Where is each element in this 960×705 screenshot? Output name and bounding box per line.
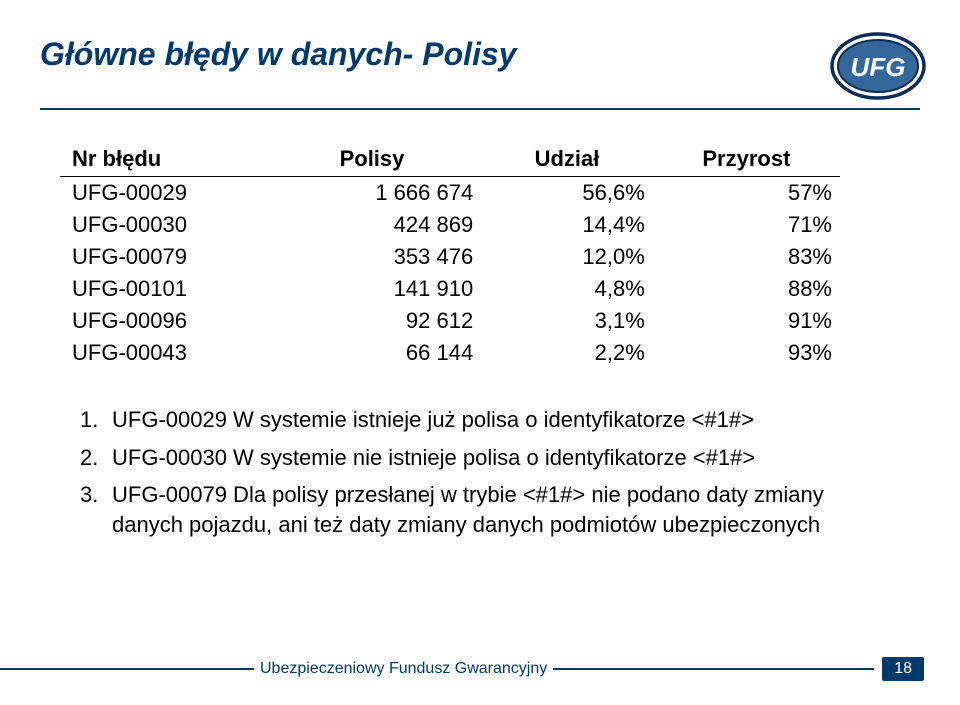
cell: 3,1% <box>481 305 653 337</box>
error-descriptions-list: 1. UFG-00029 W systemie istnieje już pol… <box>80 405 900 540</box>
slide-footer: Ubezpieczeniowy Fundusz Gwarancyjny 18 <box>0 657 960 681</box>
cell: UFG-00079 <box>60 241 263 273</box>
list-item: 3. UFG-00079 Dla polisy przesłanej w try… <box>80 480 900 539</box>
list-text: UFG-00029 W systemie istnieje już polisa… <box>112 405 900 435</box>
cell: 88% <box>653 273 840 305</box>
header-divider <box>40 108 920 110</box>
cell: 12,0% <box>481 241 653 273</box>
page-number: 18 <box>882 657 924 681</box>
cell: UFG-00101 <box>60 273 263 305</box>
cell: UFG-00043 <box>60 337 263 369</box>
cell: UFG-00096 <box>60 305 263 337</box>
list-text: UFG-00079 Dla polisy przesłanej w trybie… <box>112 480 900 539</box>
cell: UFG-00029 <box>60 177 263 210</box>
list-item: 2. UFG-00030 W systemie nie istnieje pol… <box>80 443 900 473</box>
list-number: 1. <box>80 405 112 435</box>
cell: UFG-00030 <box>60 209 263 241</box>
table-header-row: Nr błędu Polisy Udział Przyrost <box>60 142 840 177</box>
cell: 56,6% <box>481 177 653 210</box>
cell: 71% <box>653 209 840 241</box>
cell: 66 144 <box>263 337 481 369</box>
slide-title: Główne błędy w danych- Polisy <box>40 36 517 73</box>
list-text: UFG-00030 W systemie nie istnieje polisa… <box>112 443 900 473</box>
ufg-logo: UFG <box>828 30 928 102</box>
col-przyrost: Przyrost <box>653 142 840 177</box>
footer-text: Ubezpieczeniowy Fundusz Gwarancyjny <box>254 660 553 678</box>
list-number: 2. <box>80 443 112 473</box>
table-row: UFG-00029 1 666 674 56,6% 57% <box>60 177 840 210</box>
cell: 83% <box>653 241 840 273</box>
cell: 91% <box>653 305 840 337</box>
cell: 424 869 <box>263 209 481 241</box>
table-row: UFG-00101 141 910 4,8% 88% <box>60 273 840 305</box>
footer-line-right <box>553 668 874 670</box>
logo-text: UFG <box>851 52 906 82</box>
cell: 57% <box>653 177 840 210</box>
list-item: 1. UFG-00029 W systemie istnieje już pol… <box>80 405 900 435</box>
errors-table: Nr błędu Polisy Udział Przyrost UFG-0002… <box>60 142 840 369</box>
cell: 1 666 674 <box>263 177 481 210</box>
table-row: UFG-00079 353 476 12,0% 83% <box>60 241 840 273</box>
footer-line-left <box>0 668 254 670</box>
cell: 353 476 <box>263 241 481 273</box>
table-row: UFG-00043 66 144 2,2% 93% <box>60 337 840 369</box>
col-polisy: Polisy <box>263 142 481 177</box>
cell: 14,4% <box>481 209 653 241</box>
table-row: UFG-00030 424 869 14,4% 71% <box>60 209 840 241</box>
table-row: UFG-00096 92 612 3,1% 91% <box>60 305 840 337</box>
cell: 2,2% <box>481 337 653 369</box>
col-nr-bledu: Nr błędu <box>60 142 263 177</box>
cell: 92 612 <box>263 305 481 337</box>
col-udzial: Udział <box>481 142 653 177</box>
cell: 4,8% <box>481 273 653 305</box>
cell: 141 910 <box>263 273 481 305</box>
list-number: 3. <box>80 480 112 510</box>
cell: 93% <box>653 337 840 369</box>
